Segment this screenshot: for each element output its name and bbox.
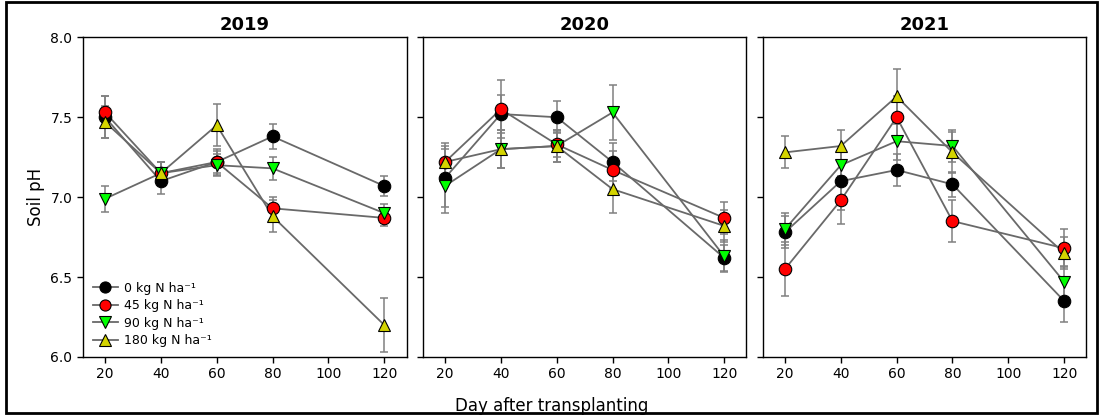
Legend: 0 kg N ha⁻¹, 45 kg N ha⁻¹, 90 kg N ha⁻¹, 180 kg N ha⁻¹: 0 kg N ha⁻¹, 45 kg N ha⁻¹, 90 kg N ha⁻¹,… (89, 278, 215, 351)
Y-axis label: Soil pH: Soil pH (26, 168, 45, 226)
Text: Day after transplanting: Day after transplanting (454, 397, 649, 415)
Title: 2019: 2019 (219, 17, 269, 34)
Title: 2021: 2021 (900, 17, 950, 34)
Title: 2020: 2020 (559, 17, 610, 34)
